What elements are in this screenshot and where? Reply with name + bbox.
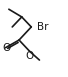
Text: Br: Br [37, 22, 48, 32]
Text: O: O [2, 43, 10, 53]
Text: O: O [26, 51, 34, 61]
